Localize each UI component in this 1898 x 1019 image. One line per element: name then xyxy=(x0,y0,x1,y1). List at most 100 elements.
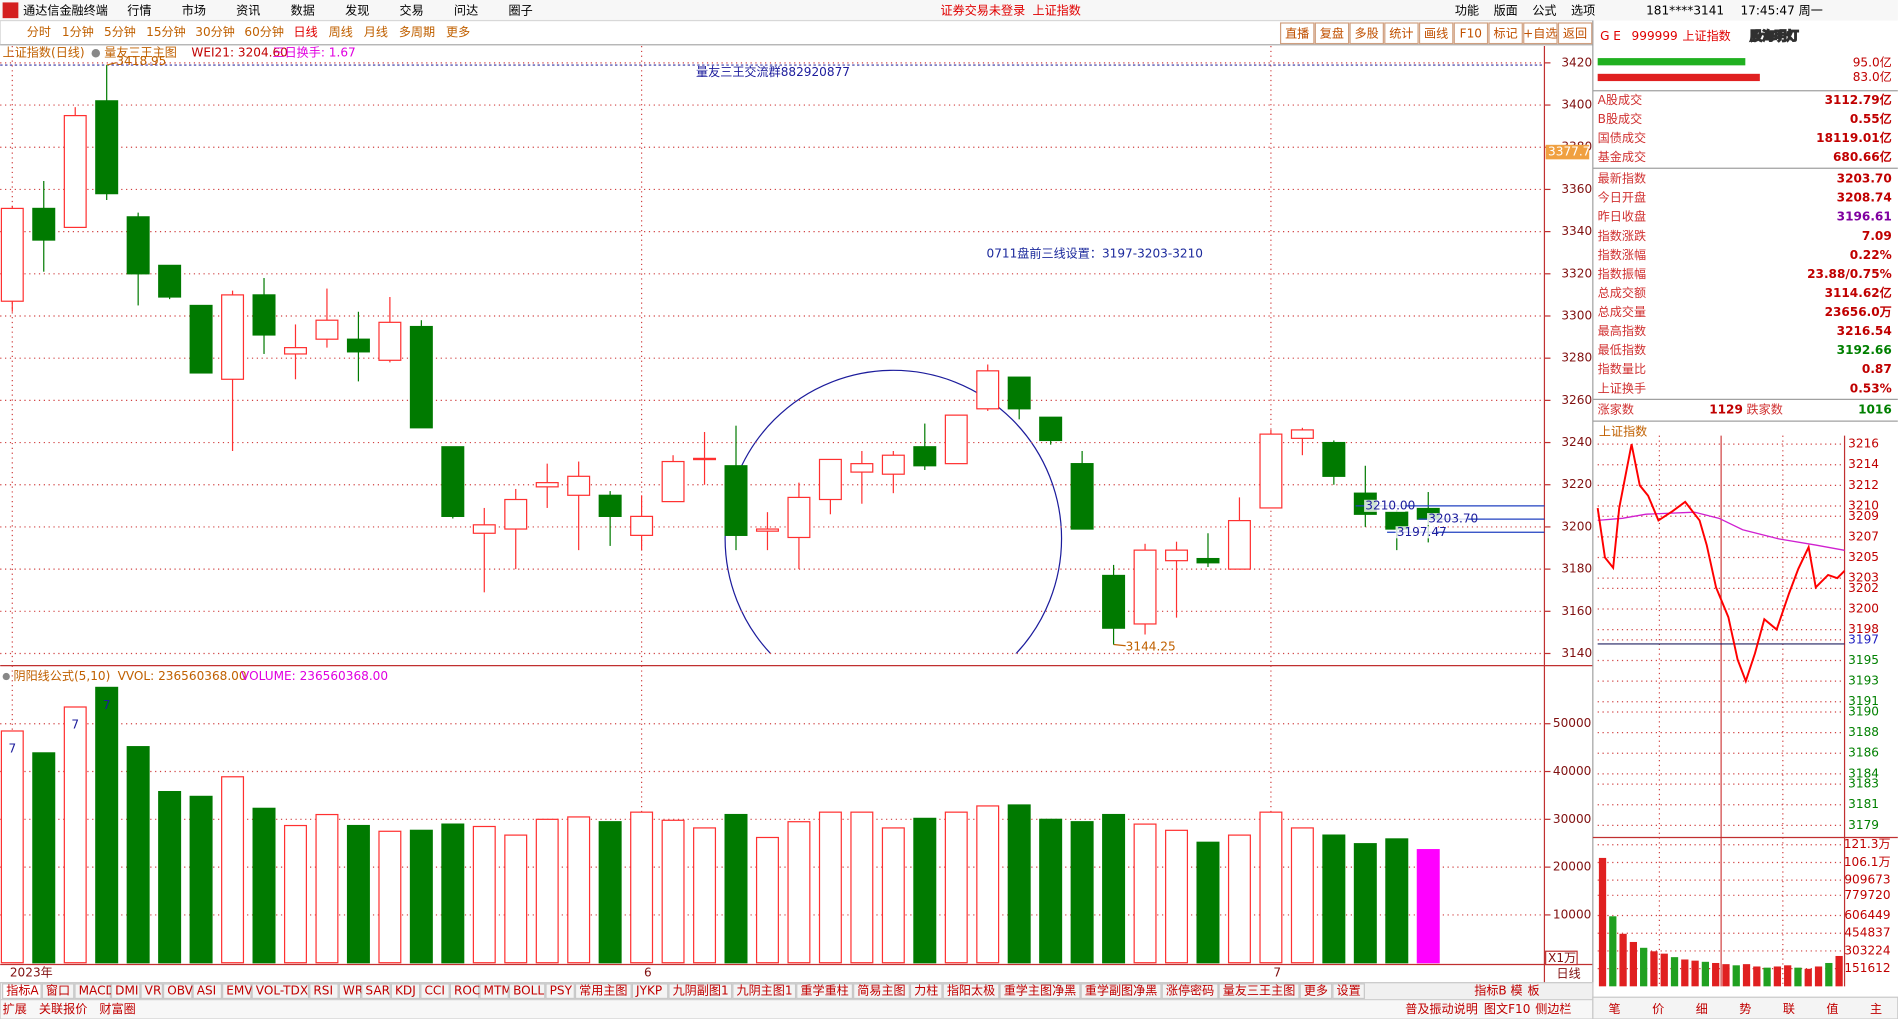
tab[interactable]: SAR xyxy=(365,984,390,998)
menu-right[interactable]: 选项 xyxy=(1571,3,1595,17)
tab[interactable]: RSI xyxy=(313,984,333,998)
tool-button[interactable]: 复盘 xyxy=(1320,25,1344,40)
tab[interactable]: 重学副图净黑 xyxy=(1085,983,1158,998)
period-tab[interactable]: 日线 xyxy=(294,25,318,39)
tab[interactable]: 常用主图 xyxy=(579,984,627,998)
period-tab[interactable]: 1分钟 xyxy=(62,24,94,39)
tab-frame xyxy=(1080,983,1162,1000)
candle-body xyxy=(1165,549,1189,562)
tab[interactable]: 指标A xyxy=(6,983,39,998)
side-tab[interactable]: 笔 xyxy=(1609,1001,1621,1016)
period-tab[interactable]: 月线 xyxy=(364,25,388,39)
tool-button[interactable]: 返回 xyxy=(1563,26,1587,40)
tool-button[interactable]: 标记 xyxy=(1493,26,1517,40)
tab[interactable]: ROC xyxy=(454,984,480,998)
menu-right[interactable]: 功能 xyxy=(1455,3,1479,17)
tab[interactable]: BOLL xyxy=(513,984,544,998)
tab[interactable]: 力柱 xyxy=(914,983,938,998)
period-tab[interactable]: 15分钟 xyxy=(146,24,186,39)
tool-button[interactable]: F10 xyxy=(1460,26,1482,40)
y-tick-label: 3340 xyxy=(1561,224,1592,238)
tab-frame xyxy=(222,983,252,1000)
tool-button[interactable]: 画线 xyxy=(1424,26,1448,40)
tab[interactable]: DMI xyxy=(115,984,138,998)
side-tab[interactable]: 细 xyxy=(1696,1002,1708,1016)
menu-item[interactable]: 数据 xyxy=(291,2,315,17)
menu-item[interactable]: 问达 xyxy=(454,3,478,17)
tab[interactable]: 重学重柱 xyxy=(800,983,848,998)
footer-item[interactable]: 扩展 xyxy=(3,1002,27,1016)
volume-mark: 7 xyxy=(8,742,16,756)
quote-label: B股成交 xyxy=(1598,111,1643,126)
footer-item[interactable]: 侧边栏 xyxy=(1535,1001,1571,1016)
tool-button[interactable]: 统计 xyxy=(1389,26,1413,40)
quote-value: 23.88/0.75% xyxy=(1807,267,1892,281)
menu-right[interactable]: 版面 xyxy=(1494,3,1518,17)
period-tab[interactable]: 30分钟 xyxy=(195,24,235,39)
tab[interactable]: 量友三王主图 xyxy=(1223,984,1296,998)
menu-item[interactable]: 资讯 xyxy=(236,3,260,17)
candle-body xyxy=(598,494,622,517)
candle-body xyxy=(126,216,150,275)
tab[interactable]: KDJ xyxy=(395,984,416,998)
tab[interactable]: MTM xyxy=(484,984,512,998)
tab-right[interactable]: 模 xyxy=(1511,984,1523,998)
tab[interactable]: PSY xyxy=(550,984,573,998)
tool-button[interactable]: 多股 xyxy=(1355,26,1379,40)
tab[interactable]: JYKP xyxy=(635,984,662,998)
tab-right[interactable]: 板 xyxy=(1527,984,1539,998)
volume-bar xyxy=(944,811,968,964)
volume-bar xyxy=(126,746,150,964)
tab[interactable]: 窗口 xyxy=(46,984,70,998)
tab[interactable]: 九阴副图1 xyxy=(673,984,729,998)
tab[interactable]: 九阴主图1 xyxy=(736,984,792,998)
side-tab[interactable]: 联 xyxy=(1783,1002,1795,1016)
menu-item[interactable]: 交易 xyxy=(400,2,424,17)
tab[interactable]: 重学主图净黑 xyxy=(1004,983,1077,998)
volume-mark: 7 xyxy=(103,698,111,712)
tab[interactable]: 指阳太极 xyxy=(947,983,995,998)
tab[interactable]: MACD xyxy=(79,984,115,998)
side-tab[interactable]: 值 xyxy=(1826,1001,1838,1016)
tab-frame xyxy=(479,983,509,1000)
menu-item[interactable]: 市场 xyxy=(182,2,206,17)
tab[interactable]: 设置 xyxy=(1337,984,1361,998)
footer-item[interactable]: 关联报价 xyxy=(39,1001,87,1016)
tab[interactable]: VR xyxy=(145,984,162,998)
tab[interactable]: VOL-TDX xyxy=(256,984,308,998)
tab[interactable]: EMV xyxy=(226,984,253,998)
menu-item[interactable]: 圈子 xyxy=(508,3,532,17)
tab[interactable]: 涨停密码 xyxy=(1166,983,1214,998)
tab[interactable]: OBV xyxy=(167,984,193,998)
tab-frame xyxy=(110,983,141,1000)
period-tab[interactable]: 多周期 xyxy=(399,25,435,39)
side-tab[interactable]: 价 xyxy=(1652,1002,1664,1016)
period-tab[interactable]: 周线 xyxy=(329,25,353,39)
volume-bar xyxy=(1165,829,1189,964)
tab[interactable]: ASI xyxy=(197,984,217,998)
side-tab[interactable]: 主 xyxy=(1870,1002,1882,1016)
tab[interactable]: 简易主图 xyxy=(857,984,905,998)
menu-right[interactable]: 公式 xyxy=(1532,3,1556,17)
tab[interactable]: 更多 xyxy=(1304,984,1328,998)
period-tab[interactable]: 60分钟 xyxy=(244,24,284,39)
period-tab[interactable]: 分时 xyxy=(27,25,51,39)
menu-item[interactable]: 行情 xyxy=(127,3,151,17)
tool-button[interactable]: +自选 xyxy=(1523,26,1557,40)
side-tab[interactable]: 势 xyxy=(1739,1002,1751,1016)
y-tick-label: 30000 xyxy=(1553,812,1591,826)
footer-item[interactable]: 图文F10 xyxy=(1484,1001,1531,1016)
candle-body xyxy=(913,446,937,467)
tab-right[interactable]: 指标B xyxy=(1474,983,1506,998)
tab[interactable]: CCI xyxy=(424,984,444,998)
volume-value: VOLUME: 236560368.00 xyxy=(241,669,388,683)
mini-y-label: 3205 xyxy=(1848,550,1879,564)
period-tab[interactable]: 5分钟 xyxy=(104,24,136,39)
menu-item[interactable]: 发现 xyxy=(345,2,369,17)
tab[interactable]: WR xyxy=(343,984,364,998)
footer-item[interactable]: 财富圈 xyxy=(99,1001,135,1016)
y-tick-label: 20000 xyxy=(1553,860,1591,874)
tool-button[interactable]: 直播 xyxy=(1285,26,1309,40)
footer-item[interactable]: 普及振动说明 xyxy=(1405,1001,1478,1016)
period-tab[interactable]: 更多 xyxy=(446,25,470,39)
